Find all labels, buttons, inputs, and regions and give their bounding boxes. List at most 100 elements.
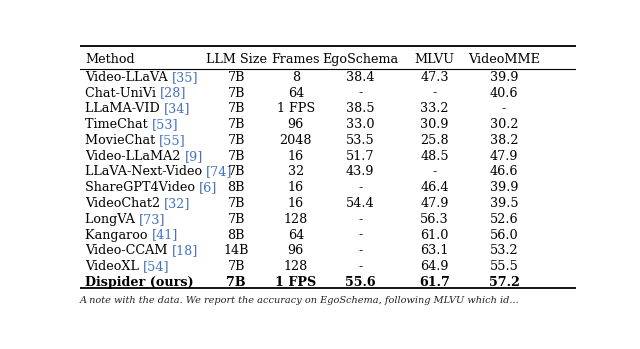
Text: Video-LLaMA2: Video-LLaMA2 <box>85 150 184 163</box>
Text: 54.4: 54.4 <box>346 197 374 210</box>
Text: 53.2: 53.2 <box>490 244 518 257</box>
Text: [53]: [53] <box>152 118 179 131</box>
Text: 7B: 7B <box>228 134 245 147</box>
Text: [41]: [41] <box>152 229 178 242</box>
Text: -: - <box>433 87 436 99</box>
Text: 33.0: 33.0 <box>346 118 374 131</box>
Text: 1 FPS: 1 FPS <box>275 276 316 289</box>
Text: 43.9: 43.9 <box>346 165 374 178</box>
Text: 57.2: 57.2 <box>489 276 520 289</box>
Text: 38.2: 38.2 <box>490 134 518 147</box>
Text: 128: 128 <box>284 260 308 273</box>
Text: 16: 16 <box>288 197 304 210</box>
Text: 7B: 7B <box>228 71 245 84</box>
Text: A note with the data. We report the accuracy on EgoSchema, following MLVU which : A note with the data. We report the accu… <box>80 296 520 305</box>
Text: 7B: 7B <box>228 197 245 210</box>
Text: 7B: 7B <box>228 102 245 116</box>
Text: 7B: 7B <box>228 165 245 178</box>
Text: 32: 32 <box>287 165 304 178</box>
Text: 56.3: 56.3 <box>420 213 449 226</box>
Text: LLM Size: LLM Size <box>205 53 267 66</box>
Text: 8: 8 <box>292 71 300 84</box>
Text: 47.9: 47.9 <box>420 197 449 210</box>
Text: -: - <box>433 165 436 178</box>
Text: 56.0: 56.0 <box>490 229 518 242</box>
Text: 53.5: 53.5 <box>346 134 374 147</box>
Text: [54]: [54] <box>143 260 170 273</box>
Text: [18]: [18] <box>172 244 198 257</box>
Text: Kangaroo: Kangaroo <box>85 229 152 242</box>
Text: 7B: 7B <box>228 118 245 131</box>
Text: 7B: 7B <box>228 213 245 226</box>
Text: 46.6: 46.6 <box>490 165 518 178</box>
Text: 63.1: 63.1 <box>420 244 449 257</box>
Text: [55]: [55] <box>159 134 186 147</box>
Text: Method: Method <box>85 53 134 66</box>
Text: 38.5: 38.5 <box>346 102 374 116</box>
Text: [74]: [74] <box>206 165 232 178</box>
Text: -: - <box>358 87 362 99</box>
Text: 46.4: 46.4 <box>420 181 449 194</box>
Text: 52.6: 52.6 <box>490 213 518 226</box>
Text: 128: 128 <box>284 213 308 226</box>
Text: [32]: [32] <box>164 197 191 210</box>
Text: -: - <box>358 181 362 194</box>
Text: 55.5: 55.5 <box>490 260 518 273</box>
Text: 25.8: 25.8 <box>420 134 449 147</box>
Text: 16: 16 <box>288 150 304 163</box>
Text: Dispider (ours): Dispider (ours) <box>85 276 193 289</box>
Text: -: - <box>358 244 362 257</box>
Text: 8B: 8B <box>228 181 245 194</box>
Text: 64.9: 64.9 <box>420 260 449 273</box>
Text: 47.3: 47.3 <box>420 71 449 84</box>
Text: 7B: 7B <box>228 260 245 273</box>
Text: [73]: [73] <box>139 213 165 226</box>
Text: 96: 96 <box>287 244 304 257</box>
Text: 51.7: 51.7 <box>346 150 374 163</box>
Text: VideoMME: VideoMME <box>468 53 540 66</box>
Text: TimeChat: TimeChat <box>85 118 152 131</box>
Text: 14B: 14B <box>223 244 249 257</box>
Text: 64: 64 <box>287 87 304 99</box>
Text: -: - <box>358 229 362 242</box>
Text: 38.4: 38.4 <box>346 71 374 84</box>
Text: 30.9: 30.9 <box>420 118 449 131</box>
Text: [35]: [35] <box>172 71 198 84</box>
Text: -: - <box>502 102 506 116</box>
Text: 1 FPS: 1 FPS <box>276 102 315 116</box>
Text: MLVU: MLVU <box>415 53 454 66</box>
Text: 39.9: 39.9 <box>490 181 518 194</box>
Text: 33.2: 33.2 <box>420 102 449 116</box>
Text: LongVA: LongVA <box>85 213 139 226</box>
Text: 39.5: 39.5 <box>490 197 518 210</box>
Text: 61.7: 61.7 <box>419 276 450 289</box>
Text: 16: 16 <box>288 181 304 194</box>
Text: MovieChat: MovieChat <box>85 134 159 147</box>
Text: 7B: 7B <box>227 276 246 289</box>
Text: 39.9: 39.9 <box>490 71 518 84</box>
Text: 47.9: 47.9 <box>490 150 518 163</box>
Text: LLaVA-Next-Video: LLaVA-Next-Video <box>85 165 206 178</box>
Text: Chat-UniVi: Chat-UniVi <box>85 87 160 99</box>
Text: LLaMA-VID: LLaMA-VID <box>85 102 164 116</box>
Text: -: - <box>358 260 362 273</box>
Text: -: - <box>358 213 362 226</box>
Text: 48.5: 48.5 <box>420 150 449 163</box>
Text: [6]: [6] <box>199 181 218 194</box>
Text: [9]: [9] <box>184 150 203 163</box>
Text: [28]: [28] <box>160 87 186 99</box>
Text: 96: 96 <box>287 118 304 131</box>
Text: 7B: 7B <box>228 87 245 99</box>
Text: 64: 64 <box>287 229 304 242</box>
Text: EgoSchema: EgoSchema <box>322 53 398 66</box>
Text: 61.0: 61.0 <box>420 229 449 242</box>
Text: Video-CCAM: Video-CCAM <box>85 244 172 257</box>
Text: 2048: 2048 <box>280 134 312 147</box>
Text: Frames: Frames <box>271 53 320 66</box>
Text: VideoChat2: VideoChat2 <box>85 197 164 210</box>
Text: 30.2: 30.2 <box>490 118 518 131</box>
Text: 7B: 7B <box>228 150 245 163</box>
Text: 40.6: 40.6 <box>490 87 518 99</box>
Text: [34]: [34] <box>164 102 190 116</box>
Text: VideoXL: VideoXL <box>85 260 143 273</box>
